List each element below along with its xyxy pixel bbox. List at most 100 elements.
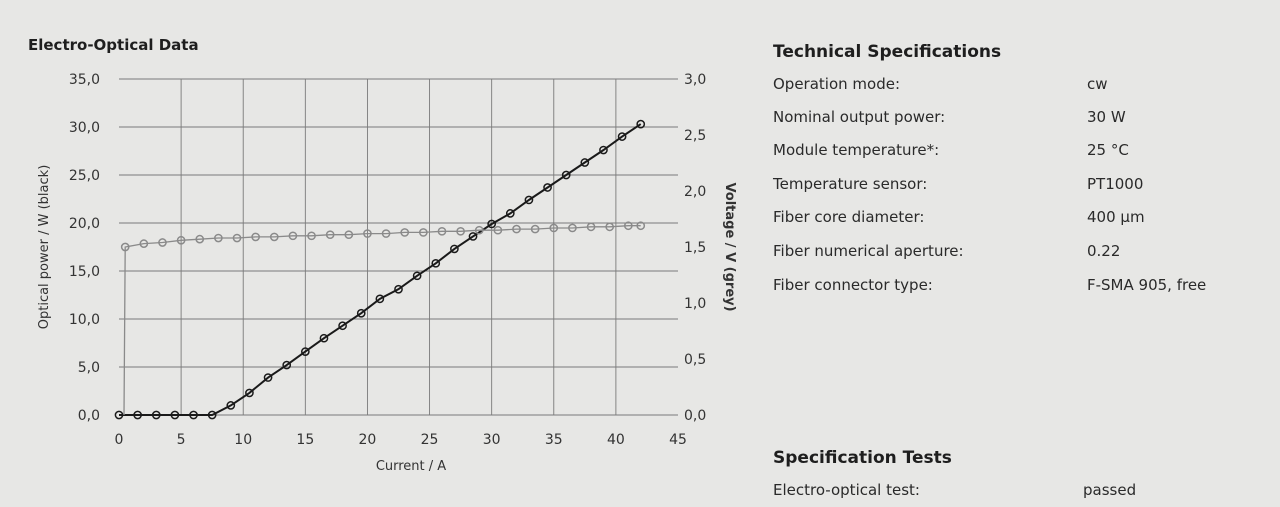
chart-title: Electro-Optical Data bbox=[28, 36, 199, 54]
voltage-point bbox=[232, 233, 242, 243]
optical-power-point bbox=[450, 244, 459, 254]
x-tick-label: 10 bbox=[234, 432, 252, 448]
spec-label: Fiber core diameter: bbox=[773, 208, 925, 226]
spec-value: 25 °C bbox=[1087, 141, 1129, 159]
optical-power-point bbox=[226, 401, 236, 410]
y-right-tick-label: 3,0 bbox=[684, 72, 706, 88]
y-left-tick-label: 30,0 bbox=[69, 120, 100, 136]
x-tick-label: 30 bbox=[483, 432, 501, 448]
spec-label: Fiber connector type: bbox=[773, 276, 933, 294]
optical-power-point bbox=[170, 410, 180, 420]
voltage-point bbox=[437, 226, 447, 236]
x-tick-label: 15 bbox=[296, 432, 314, 448]
optical-power-point bbox=[263, 373, 273, 382]
voltage-point bbox=[288, 231, 298, 241]
test-label: Electro-optical test: bbox=[773, 481, 920, 499]
y-right-tick-label: 0,5 bbox=[684, 352, 706, 368]
optical-power-point bbox=[431, 258, 441, 268]
spec-value: 400 µm bbox=[1087, 208, 1145, 226]
spec-label: Fiber numerical aperture: bbox=[773, 242, 964, 260]
y-left-tick-label: 20,0 bbox=[69, 216, 100, 232]
x-tick-label: 20 bbox=[359, 432, 377, 448]
optical-power-point bbox=[114, 410, 124, 420]
x-axis-label: Current / A bbox=[376, 459, 446, 474]
voltage-point bbox=[605, 222, 615, 232]
y-right-tick-label: 2,0 bbox=[684, 184, 706, 200]
voltage-point bbox=[158, 238, 167, 247]
optical-power-point bbox=[133, 410, 142, 420]
optical-power-point bbox=[338, 321, 347, 331]
x-tick-label: 40 bbox=[607, 432, 625, 448]
voltage-point bbox=[381, 229, 391, 238]
x-tick-label: 45 bbox=[669, 432, 687, 448]
spec-label: Operation mode: bbox=[773, 75, 901, 93]
optical-power-point bbox=[599, 145, 608, 155]
optical-power-point bbox=[282, 360, 292, 370]
spec-label: Module temperature*: bbox=[773, 141, 940, 159]
voltage-point bbox=[493, 225, 503, 235]
optical-power-point bbox=[636, 119, 646, 129]
voltage-point bbox=[456, 226, 465, 236]
test-value: passed bbox=[1083, 481, 1137, 499]
optical-power-point bbox=[375, 294, 385, 304]
y-right-tick-label: 1,0 bbox=[684, 296, 706, 312]
y-left-tick-label: 5,0 bbox=[78, 360, 100, 376]
electro-optical-chart: 0 5 10 15 20 25 30 35 40 45 0,0 5,0 10,0 15,0 20,0 25,0… bbox=[37, 72, 737, 474]
spec-value: cw bbox=[1087, 75, 1108, 93]
optical-power-point bbox=[468, 232, 478, 241]
y-left-tick-label: 25,0 bbox=[69, 168, 100, 184]
optical-power-point bbox=[356, 308, 366, 318]
voltage-point bbox=[512, 224, 521, 234]
voltage-point bbox=[586, 222, 596, 232]
voltage-point bbox=[549, 223, 559, 233]
spec-value: 0.22 bbox=[1087, 242, 1121, 260]
voltage-point bbox=[214, 233, 223, 243]
y-left-tick-label: 15,0 bbox=[69, 264, 100, 280]
voltage-point bbox=[269, 232, 279, 242]
y-right-tick-label: 0,0 bbox=[684, 408, 706, 424]
voltage-line bbox=[123, 225, 641, 416]
optical-power-point bbox=[151, 410, 161, 420]
voltage-point bbox=[307, 231, 316, 241]
optical-power-point bbox=[487, 219, 497, 229]
optical-power-point bbox=[412, 271, 422, 281]
voltage-point bbox=[325, 230, 335, 240]
y-left-tick-label: 10,0 bbox=[69, 312, 100, 328]
optical-power-point bbox=[543, 183, 552, 192]
voltage-point bbox=[195, 234, 205, 244]
y-left-axis-label: Optical power / W (black) bbox=[37, 165, 52, 330]
y-left-tick-label: 35,0 bbox=[69, 72, 100, 88]
voltage-point bbox=[418, 228, 428, 237]
optical-power-point bbox=[561, 170, 571, 180]
x-tick-label: 25 bbox=[421, 432, 439, 448]
x-tick-label: 5 bbox=[177, 432, 186, 448]
spec-value: 30 W bbox=[1087, 108, 1126, 126]
voltage-point bbox=[474, 225, 484, 235]
y-right-axis-label: Voltage / V (grey) bbox=[722, 182, 737, 311]
voltage-point bbox=[363, 229, 372, 238]
optical-power-point bbox=[319, 333, 329, 343]
voltage-point bbox=[623, 221, 633, 231]
voltage-point bbox=[139, 239, 149, 248]
voltage-point bbox=[568, 223, 577, 233]
spec-label: Nominal output power: bbox=[773, 108, 946, 126]
voltage-point bbox=[344, 230, 354, 240]
optical-power-point bbox=[300, 347, 310, 356]
voltage-point bbox=[636, 221, 646, 231]
optical-power-point bbox=[524, 195, 534, 205]
y-right-tick-label: 2,5 bbox=[684, 128, 706, 144]
spec-value: F-SMA 905, free bbox=[1087, 276, 1207, 294]
optical-power-point bbox=[189, 410, 198, 420]
voltage-point bbox=[400, 228, 410, 237]
x-tick-label: 0 bbox=[115, 432, 124, 448]
tests-title: Specification Tests bbox=[773, 448, 952, 468]
spec-value: PT1000 bbox=[1087, 175, 1144, 193]
optical-power-point bbox=[245, 388, 254, 398]
optical-power-point bbox=[617, 132, 627, 141]
optical-power-point bbox=[505, 209, 515, 218]
x-tick-label: 35 bbox=[545, 432, 563, 448]
voltage-point bbox=[251, 232, 260, 242]
voltage-point bbox=[530, 224, 540, 234]
y-left-tick-label: 0,0 bbox=[78, 408, 100, 424]
optical-power-point bbox=[580, 158, 590, 167]
